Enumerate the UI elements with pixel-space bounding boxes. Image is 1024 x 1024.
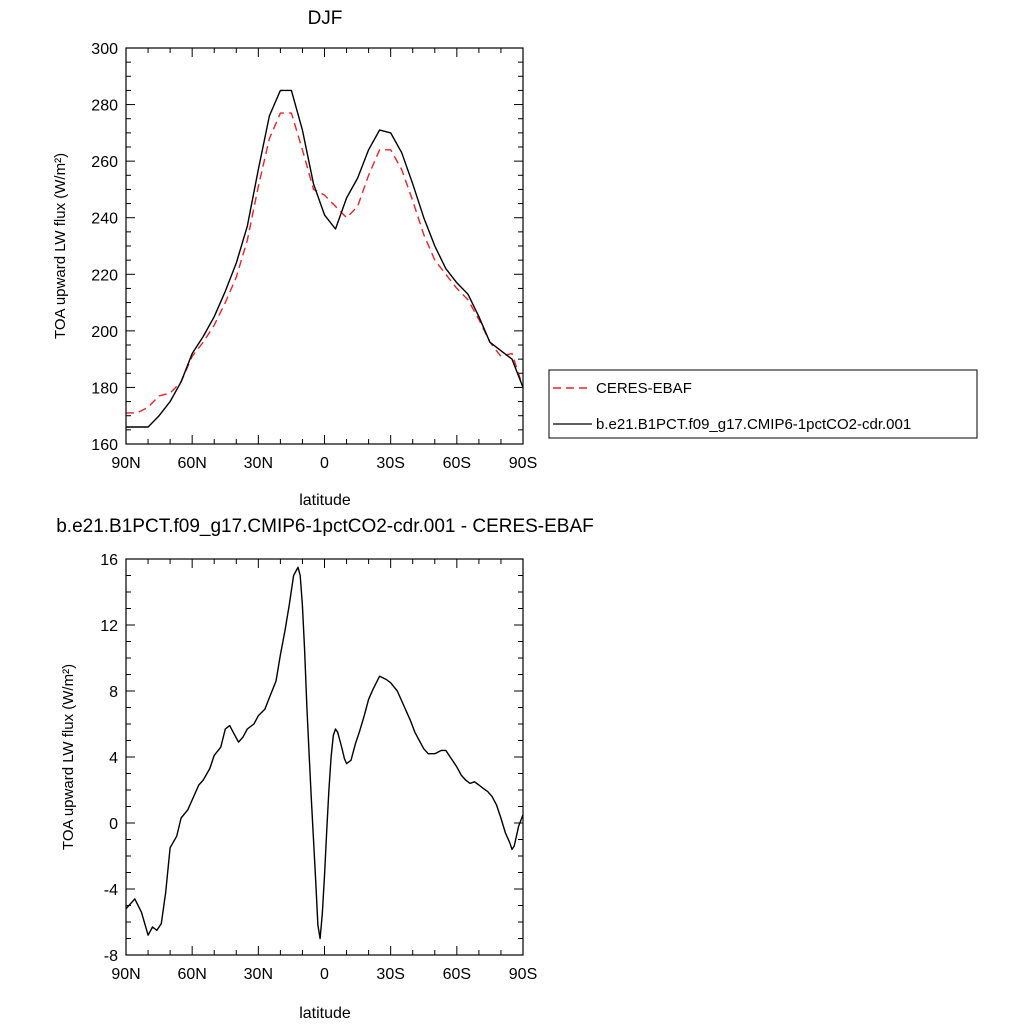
legend-label-model: b.e21.B1PCT.f09_g17.CMIP6-1pctCO2-cdr.00… bbox=[596, 416, 911, 433]
top-y-tick-label: 240 bbox=[91, 211, 118, 228]
top-y-tick-label: 260 bbox=[91, 154, 118, 171]
top-axes: 90N 60N 30N 0 30S 60S 90S 160 180 200 220 240 260 280… bbox=[91, 41, 537, 472]
top-x-tick-label: 30S bbox=[376, 455, 404, 472]
bottom-x-tick-label: 0 bbox=[320, 966, 329, 983]
bottom-x-tick-label: 60N bbox=[177, 966, 206, 983]
top-x-tick-label: 0 bbox=[320, 455, 329, 472]
top-series-line-0 bbox=[126, 112, 524, 414]
legend: CERES-EBAF b.e21.B1PCT.f09_g17.CMIP6-1pc… bbox=[548, 369, 978, 439]
bottom-x-tick-label: 30N bbox=[244, 966, 273, 983]
bottom-y-tick-label: 4 bbox=[109, 750, 118, 767]
bottom-series-line-0 bbox=[125, 566, 524, 940]
top-x-tick-label: 60N bbox=[177, 455, 206, 472]
top-plot-frame bbox=[125, 47, 524, 445]
top-x-tick-label: 30N bbox=[244, 455, 273, 472]
bottom-axes: 90N 60N 30N 0 30S 60S 90S -8 -4 0 4 8 12 16 bbox=[100, 552, 537, 983]
top-x-tick-label: 90S bbox=[509, 455, 537, 472]
top-y-tick-label: 200 bbox=[91, 324, 118, 341]
top-chart-title: DJF bbox=[308, 8, 343, 29]
bottom-x-tick-label: 90S bbox=[509, 966, 537, 983]
bottom-y-axis-label: TOA upward LW flux (W/m²) bbox=[60, 664, 77, 850]
bottom-x-axis-label: latitude bbox=[299, 1005, 351, 1022]
bottom-chart-title: b.e21.B1PCT.f09_g17.CMIP6-1pctCO2-cdr.00… bbox=[56, 516, 594, 537]
legend-label-ceres: CERES-EBAF bbox=[596, 380, 692, 397]
top-y-tick-label: 180 bbox=[91, 380, 118, 397]
bottom-y-tick-label: 16 bbox=[100, 552, 118, 569]
bottom-x-tick-label: 60S bbox=[443, 966, 471, 983]
bottom-y-tick-label: -8 bbox=[104, 948, 118, 965]
top-series-lines bbox=[126, 89, 524, 428]
bottom-x-tick-label: 30S bbox=[376, 966, 404, 983]
top-y-tick-label: 220 bbox=[91, 267, 118, 284]
top-panel: DJF 90N 60N 30N 0 30S 60S 90S 160 180 200 220 240 26… bbox=[52, 8, 537, 509]
bottom-plot-frame bbox=[125, 558, 524, 956]
bottom-y-tick-label: -4 bbox=[104, 882, 118, 899]
top-y-axis-label: TOA upward LW flux (W/m²) bbox=[52, 153, 69, 339]
top-x-axis-label: latitude bbox=[299, 492, 351, 509]
bottom-y-tick-label: 8 bbox=[109, 684, 118, 701]
bottom-y-tick-label: 12 bbox=[100, 618, 118, 635]
top-x-tick-label: 60S bbox=[443, 455, 471, 472]
bottom-x-tick-label: 90N bbox=[111, 966, 140, 983]
bottom-series-lines bbox=[125, 566, 524, 940]
top-y-tick-label: 160 bbox=[91, 437, 118, 454]
top-x-tick-label: 90N bbox=[111, 455, 140, 472]
bottom-panel: b.e21.B1PCT.f09_g17.CMIP6-1pctCO2-cdr.00… bbox=[56, 516, 594, 1022]
legend-box bbox=[548, 369, 978, 439]
top-series-line-1 bbox=[126, 89, 524, 428]
top-y-tick-label: 280 bbox=[91, 98, 118, 115]
bottom-y-tick-label: 0 bbox=[109, 816, 118, 833]
top-y-tick-label: 300 bbox=[91, 41, 118, 58]
